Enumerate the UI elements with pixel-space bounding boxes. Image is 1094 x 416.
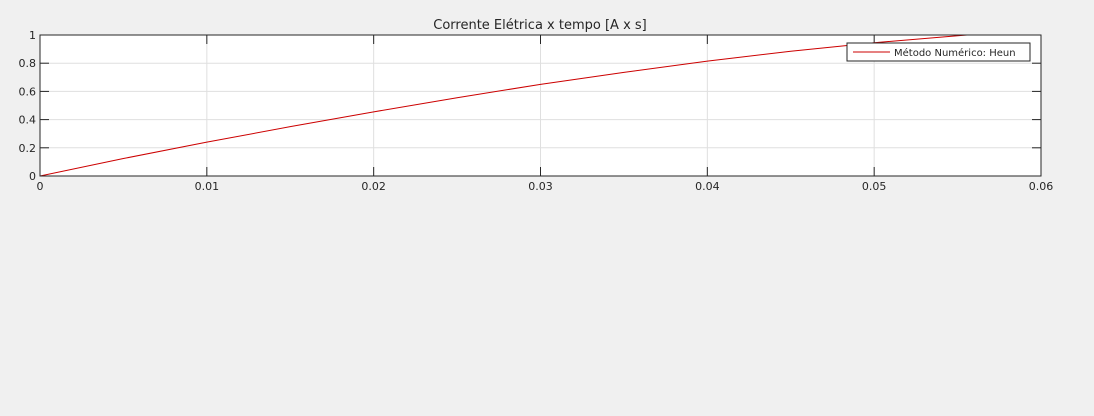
legend-box [846, 42, 1031, 62]
y-tick-labels: 0 0.2 0.4 0.6 0.8 1 [19, 29, 37, 183]
axes-box [39, 34, 1042, 177]
y-tick-label: 1 [29, 29, 36, 42]
y-tick-label: 0.8 [19, 57, 37, 70]
legend-label-heun: Método Numérico: Heun [894, 47, 1016, 59]
x-tick-label: 0 [37, 180, 44, 193]
y-tick-label: 0.2 [19, 142, 37, 155]
x-tick-label: 0.01 [195, 180, 220, 193]
x-tick-label: 0.05 [862, 180, 887, 193]
x-tick-labels: 0 0.01 0.02 0.03 0.04 0.05 0.06 [37, 180, 1054, 193]
y-tick-label: 0.4 [19, 114, 37, 127]
x-tick-label: 0.02 [361, 180, 386, 193]
y-tick-label: 0.6 [19, 85, 37, 98]
chart-title: Corrente Elétrica x tempo [A x s] [433, 18, 646, 33]
x-tick-label: 0.06 [1029, 180, 1054, 193]
x-tick-label: 0.04 [695, 180, 720, 193]
legend: Método Numérico: Heun [846, 42, 1031, 62]
x-tick-label: 0.03 [528, 180, 553, 193]
y-tick-label: 0 [29, 170, 36, 183]
